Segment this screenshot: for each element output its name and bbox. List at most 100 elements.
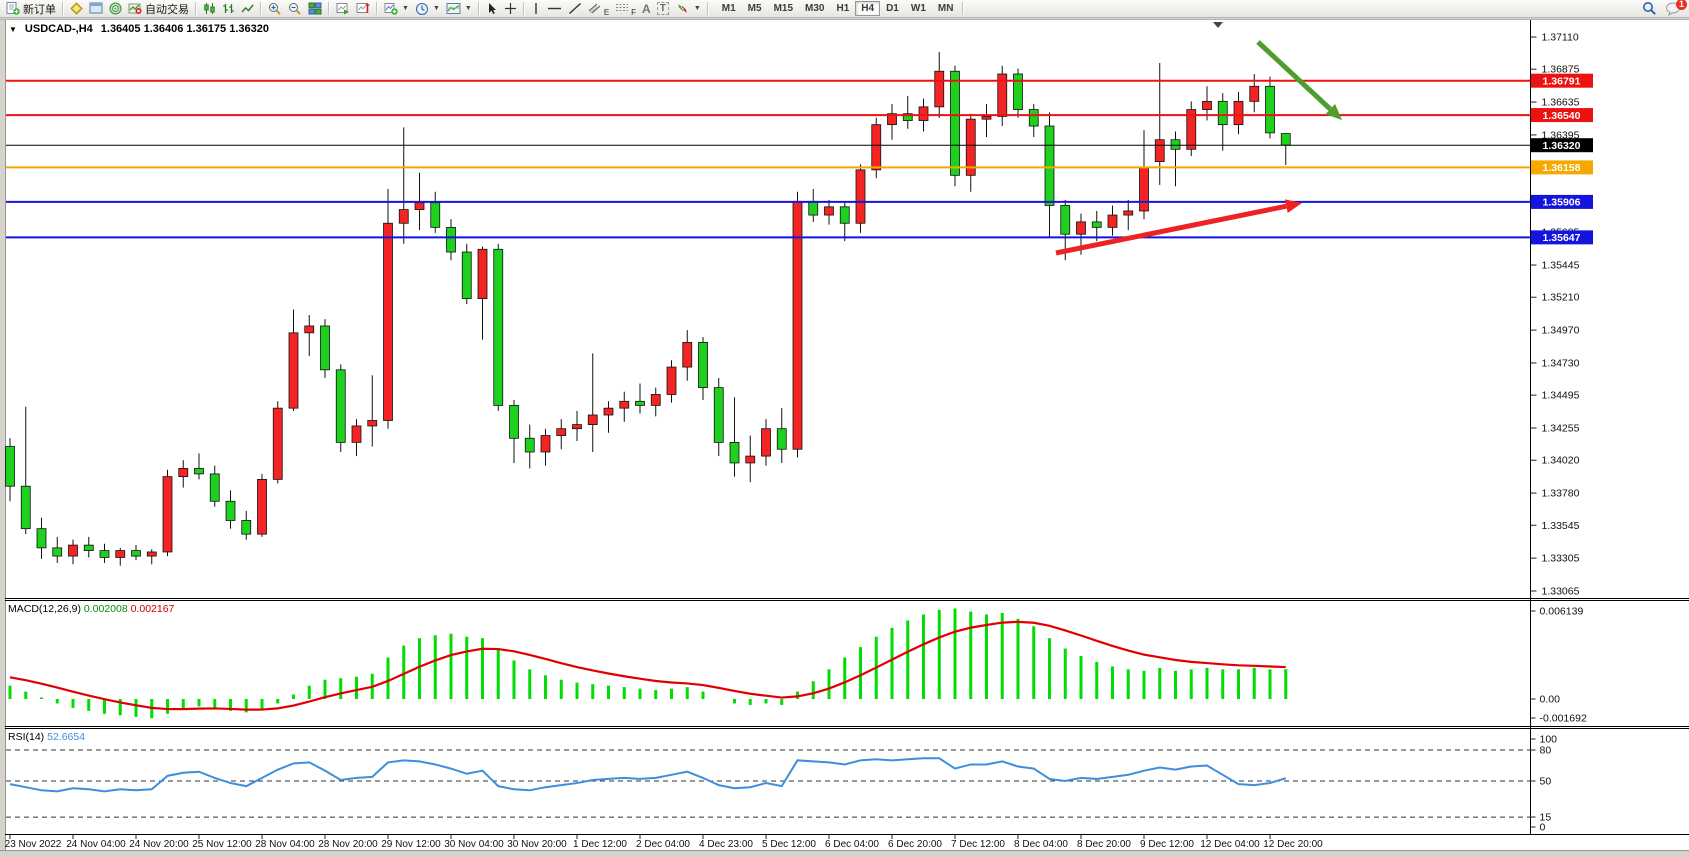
indicators-dropdown-caret[interactable]: ▼ <box>402 5 409 12</box>
search-icon[interactable] <box>1642 1 1657 16</box>
market-watch-button[interactable] <box>67 1 86 17</box>
candle-down <box>635 400 645 406</box>
templates-dropdown-caret[interactable]: ▼ <box>464 5 472 12</box>
price-badge: 1.35906 <box>1531 194 1593 209</box>
candle-down <box>808 200 819 216</box>
timeframe-h4[interactable]: H4 <box>855 1 881 16</box>
fibonacci-button[interactable]: F <box>612 1 639 17</box>
arrows-tool-button[interactable]: ▼ <box>672 1 704 17</box>
timeframe-m1[interactable]: M1 <box>721 3 736 14</box>
timeframe-w1[interactable]: W1 <box>910 3 926 14</box>
chart-shift-button[interactable] <box>353 1 373 17</box>
candle-down <box>729 441 740 464</box>
equidistant-channel-button[interactable]: E <box>585 1 612 17</box>
timeframe-group: M1 M5 M15 M30 H1 H4 D1 W1 MN <box>716 1 960 16</box>
price-tick-label: 1.34730 <box>1542 357 1580 369</box>
candle-up <box>918 106 929 121</box>
price-badge: 1.35647 <box>1531 230 1593 245</box>
chart-title: ▼ USDCAD-,H4 1.36405 1.36406 1.36175 1.3… <box>9 23 269 35</box>
candle-up <box>288 332 299 409</box>
candle-up <box>383 222 393 421</box>
candle-up <box>855 169 866 224</box>
timeframe-mn[interactable]: MN <box>937 3 954 14</box>
candle-up <box>682 342 693 368</box>
text-label-icon: T <box>656 2 669 15</box>
periods-dropdown-caret[interactable]: ▼ <box>432 5 440 12</box>
price-tick-label: 1.33545 <box>1542 520 1580 532</box>
candle-chart-button[interactable] <box>200 1 219 17</box>
candle-up <box>603 407 614 416</box>
time-label: 1 Dec 12:00 <box>573 839 627 850</box>
timeframe-d1[interactable]: D1 <box>886 3 899 14</box>
price-badge-box <box>1531 73 1593 88</box>
line-chart-button[interactable] <box>238 1 257 17</box>
time-label: 30 Nov 04:00 <box>444 839 504 850</box>
toolbar-separator <box>962 2 965 15</box>
arrows-dropdown-caret[interactable]: ▼ <box>693 5 701 12</box>
channel-icon <box>588 3 601 14</box>
terminal-window-button[interactable] <box>86 1 106 17</box>
tile-windows-button[interactable] <box>305 1 325 17</box>
clock-icon <box>415 2 428 15</box>
price-badge-label: 1.35647 <box>1543 232 1581 244</box>
trendline-icon <box>568 2 581 15</box>
time-label: 24 Nov 20:00 <box>129 839 189 850</box>
chart-title-collapse-icon[interactable]: ▼ <box>9 24 17 34</box>
toolbar-separator <box>195 2 197 15</box>
candle-up <box>540 435 551 453</box>
templates-icon <box>446 3 461 14</box>
chart-ohlc-values: 1.36405 1.36406 1.36175 1.36320 <box>100 23 269 35</box>
zoom-out-button[interactable] <box>285 1 305 17</box>
cursor-button[interactable] <box>483 1 501 17</box>
toolbar-separator <box>328 2 330 15</box>
price-tick-label: 1.37110 <box>1542 32 1579 44</box>
candle-up <box>556 428 567 436</box>
auto-trading-button[interactable]: 自动交易 <box>125 1 192 17</box>
toolbar-separator <box>477 2 480 15</box>
chat-button[interactable]: 1 <box>1665 0 1687 17</box>
chart-shift-marker[interactable] <box>1213 22 1223 28</box>
timeframe-h1[interactable]: H1 <box>836 3 850 14</box>
toolbar-separator <box>376 2 378 15</box>
candle-down <box>83 544 94 551</box>
candlestick-chart-icon <box>204 3 215 14</box>
horizontal-line-button[interactable] <box>544 1 565 17</box>
price-badge: 1.36540 <box>1531 108 1593 123</box>
timeframe-m5[interactable]: M5 <box>747 3 762 14</box>
text-button[interactable]: A <box>639 1 654 17</box>
templates-button[interactable]: ▼ <box>443 1 475 17</box>
zoom-in-icon <box>269 2 281 15</box>
green-down-arrow[interactable] <box>1256 40 1342 120</box>
red-up-arrow-shaft <box>1055 203 1287 256</box>
time-label: 30 Nov 20:00 <box>507 839 567 850</box>
timeframe-m15[interactable]: M15 <box>773 3 794 14</box>
candle-up <box>1154 139 1165 163</box>
timeframe-m30[interactable]: M30 <box>805 3 825 14</box>
toolbar-right-group: 1 <box>1642 0 1687 17</box>
candle-down <box>902 113 913 121</box>
auto-scroll-button[interactable] <box>333 1 353 17</box>
toolbar-separator <box>522 2 525 15</box>
zoom-in-button[interactable] <box>265 1 285 17</box>
price-badge-label: 1.36158 <box>1543 162 1581 174</box>
periods-button[interactable]: ▼ <box>412 1 443 17</box>
vertical-line-button[interactable] <box>528 1 544 17</box>
time-label: 24 Nov 04:00 <box>66 839 126 850</box>
rsi-name: RSI(14) <box>8 731 45 743</box>
new-order-button[interactable]: 新订单 <box>3 1 59 17</box>
text-label-button[interactable]: T <box>654 1 672 17</box>
channel-letter: E <box>603 7 610 17</box>
rsi-axis-label: 100 <box>1540 734 1558 746</box>
candle-up <box>981 116 992 120</box>
indicators-button[interactable]: ▼ <box>381 1 412 17</box>
bar-chart-button[interactable] <box>219 1 238 17</box>
signals-button[interactable] <box>106 1 125 17</box>
candle-up <box>367 420 378 427</box>
macd-signal-value: 0.002167 <box>130 603 175 615</box>
red-up-arrow[interactable] <box>1055 199 1302 256</box>
candle-up <box>965 118 976 176</box>
trendline-button[interactable] <box>565 1 585 17</box>
crosshair-button[interactable] <box>501 1 520 17</box>
time-label: 5 Dec 12:00 <box>762 839 816 850</box>
